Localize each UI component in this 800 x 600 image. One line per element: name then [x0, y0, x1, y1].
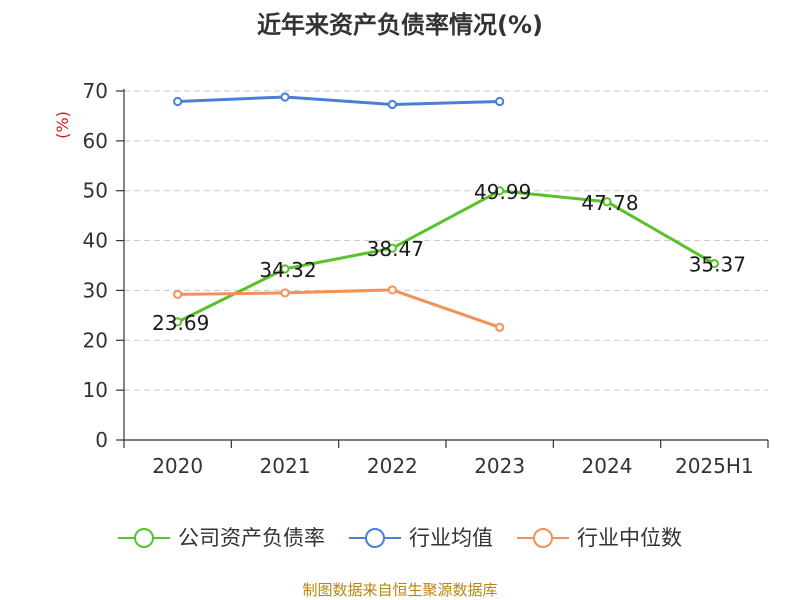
x-tick-label: 2020	[152, 454, 203, 478]
data-labels: 23.69 34.32 38.47 49.99 47.78 35.37	[152, 180, 746, 335]
data-point	[280, 288, 290, 298]
data-label: 34.32	[259, 258, 316, 282]
data-point	[387, 285, 397, 295]
data-point	[495, 96, 505, 107]
legend-item[interactable]: 行业均值	[349, 526, 493, 550]
x-tick-label: 2022	[367, 454, 418, 478]
series-line	[176, 288, 502, 329]
series-line	[176, 95, 502, 106]
y-tick-label: 60	[83, 129, 108, 153]
x-tick-label: 2023	[474, 454, 525, 478]
legend-item[interactable]: 行业中位数	[517, 526, 682, 550]
data-point	[495, 322, 505, 332]
data-point	[387, 243, 397, 253]
y-tick-label: 40	[83, 229, 108, 253]
data-point	[173, 317, 183, 327]
data-point	[602, 197, 612, 207]
legend-label: 行业中位数	[577, 526, 682, 550]
legend-marker	[533, 528, 553, 548]
x-tick-label: 2024	[582, 454, 633, 478]
y-tick-label: 30	[83, 278, 108, 302]
data-point	[495, 186, 505, 196]
data-point	[387, 99, 397, 110]
data-point	[280, 92, 290, 102]
data-point	[280, 264, 290, 274]
data-point	[709, 259, 719, 269]
y-tick-label: 0	[95, 428, 108, 452]
data-label: 47.78	[581, 191, 638, 215]
data-point	[173, 96, 183, 107]
legend-item[interactable]: 公司资产负债率	[118, 526, 325, 550]
grid-lines	[124, 90, 768, 391]
data-label: 35.37	[689, 253, 746, 277]
series-line	[176, 189, 716, 324]
x-tick-label: 2021	[260, 454, 311, 478]
legend-marker	[365, 528, 385, 548]
y-tick-label: 20	[83, 328, 108, 352]
data-label: 38.47	[367, 237, 424, 261]
data-label: 49.99	[474, 180, 531, 204]
legend[interactable]: 公司资产负债率 行业均值 行业中位数	[118, 526, 682, 550]
source-note: 制图数据来自恒生聚源数据库	[302, 581, 497, 599]
y-tick-label: 50	[83, 179, 108, 203]
legend-marker	[134, 528, 154, 548]
data-label: 23.69	[152, 311, 209, 335]
chart-title: 近年来资产负债率情况(%)	[257, 11, 543, 39]
legend-label: 公司资产负债率	[178, 526, 325, 550]
axes: 0 10 20 30 40 50 60 70 2020 2021 2022 2023 2024 2025H…	[83, 79, 769, 478]
y-axis-unit: (%)	[53, 111, 72, 139]
legend-label: 行业均值	[409, 526, 493, 550]
series-lines	[173, 92, 719, 332]
data-point	[173, 289, 183, 300]
x-tick-label: 2025H1	[675, 454, 754, 478]
y-tick-label: 70	[83, 79, 108, 103]
y-tick-label: 10	[83, 378, 108, 402]
